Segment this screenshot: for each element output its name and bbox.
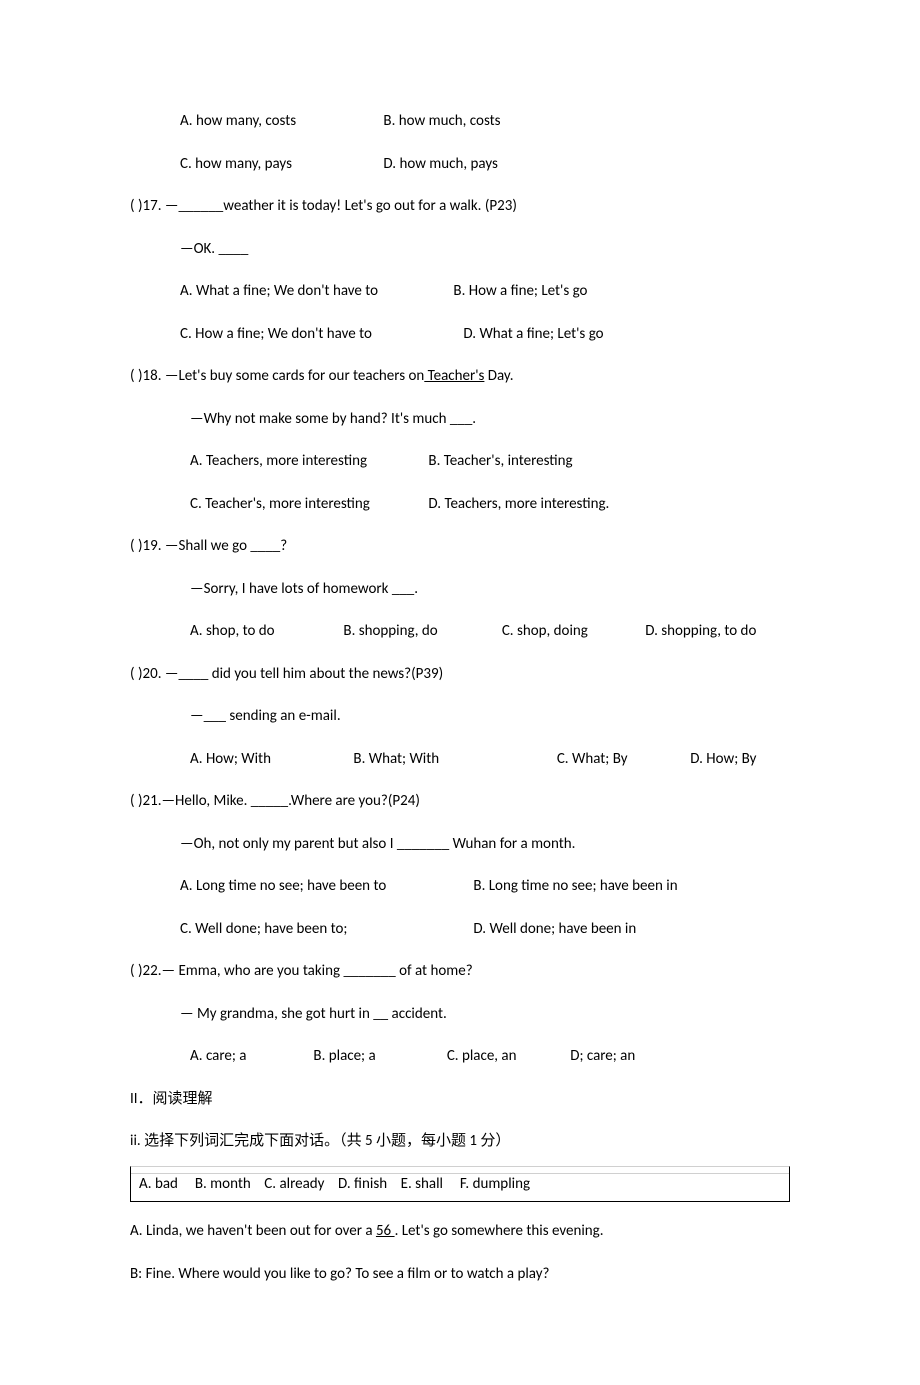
q21-opt-c: C. Well done; have been to;: [180, 918, 470, 941]
q22-opt-d: D; care; an: [570, 1045, 635, 1068]
q21-opt-d: D. Well done; have been in: [473, 918, 636, 941]
q20-options-row: A. How; With B. What; With C. What; By D…: [130, 748, 790, 771]
q17-options-row2: C. How a fine; We don't have to D. What …: [130, 323, 790, 346]
q22-stem: ( )22.— Emma, who are you taking _______…: [130, 960, 790, 983]
q20-opt-a: A. How; With: [190, 748, 350, 771]
q21-stem: ( )21.—Hello, Mike. _____.Where are you?…: [130, 790, 790, 813]
q17-opt-d: D. What a fine; Let's go: [463, 323, 603, 346]
dialog-a-blank: 56: [376, 1222, 395, 1240]
q21-options-row1: A. Long time no see; have been to B. Lon…: [130, 875, 790, 898]
q21-opt-a: A. Long time no see; have been to: [180, 875, 470, 898]
q18-opt-c: C. Teacher's, more interesting: [190, 493, 425, 516]
q21-options-row2: C. Well done; have been to; D. Well done…: [130, 918, 790, 941]
q22-line2: — My grandma, she got hurt in __ acciden…: [130, 1003, 790, 1026]
q22-opt-a: A. care; a: [190, 1045, 310, 1068]
q17-opt-a: A. What a fine; We don't have to: [180, 280, 450, 303]
q18-stem-post: Day.: [484, 367, 513, 385]
q17-opt-c: C. How a fine; We don't have to: [180, 323, 460, 346]
q16-opt-c: C. how many, pays: [180, 153, 380, 176]
q22-opt-b: B. place; a: [313, 1045, 443, 1068]
q21-line2: —Oh, not only my parent but also I _____…: [130, 833, 790, 856]
q18-opt-b: B. Teacher's, interesting: [428, 450, 572, 473]
q19-stem: ( )19. —Shall we go ____?: [130, 535, 790, 558]
q19-opt-b: B. shopping, do: [343, 620, 498, 643]
q18-stem-pre: ( )18. —Let's buy some cards for our tea…: [130, 367, 424, 385]
q21-opt-b: B. Long time no see; have been in: [473, 875, 677, 898]
q20-opt-d: D. How; By: [690, 748, 756, 771]
q17-opt-b: B. How a fine; Let's go: [453, 280, 587, 303]
q20-stem: ( )20. —____ did you tell him about the …: [130, 663, 790, 686]
wordbank-text: A. bad B. month C. already D. finish E. …: [139, 1175, 530, 1193]
q18-opt-d: D. Teachers, more interesting.: [428, 493, 609, 516]
section-ii-title: II．阅读理解: [130, 1088, 790, 1111]
dialog-line-a: A. Linda, we haven't been out for over a…: [130, 1220, 790, 1243]
q19-options-row: A. shop, to do B. shopping, do C. shop, …: [130, 620, 790, 643]
q20-line2: —___ sending an e-mail.: [130, 705, 790, 728]
q20-opt-b: B. What; With: [353, 748, 553, 771]
q16-opt-d: D. how much, pays: [383, 153, 497, 176]
q18-opt-a: A. Teachers, more interesting: [190, 450, 425, 473]
q19-line2: —Sorry, I have lots of homework ___.: [130, 578, 790, 601]
q20-opt-c: C. What; By: [557, 748, 687, 771]
wordbank-box: A. bad B. month C. already D. finish E. …: [130, 1166, 790, 1203]
q16-opt-a: A. how many, costs: [180, 110, 380, 133]
dialog-a-post: . Let's go somewhere this evening.: [395, 1222, 604, 1240]
q18-stem: ( )18. —Let's buy some cards for our tea…: [130, 365, 790, 388]
q17-line2: —OK. ____: [130, 238, 790, 261]
dialog-a-pre: A. Linda, we haven't been out for over a: [130, 1222, 376, 1240]
q18-options-row1: A. Teachers, more interesting B. Teacher…: [130, 450, 790, 473]
q17-options-row1: A. What a fine; We don't have to B. How …: [130, 280, 790, 303]
q19-opt-a: A. shop, to do: [190, 620, 340, 643]
q16-options-row1: A. how many, costs B. how much, costs: [130, 110, 790, 133]
q18-stem-underline: Teacher's: [424, 367, 484, 385]
q22-options-row: A. care; a B. place; a C. place, an D; c…: [130, 1045, 790, 1068]
dialog-line-b: B: Fine. Where would you like to go? To …: [130, 1263, 790, 1286]
q18-line2: —Why not make some by hand? It's much __…: [130, 408, 790, 431]
q16-opt-b: B. how much, costs: [383, 110, 500, 133]
q18-options-row2: C. Teacher's, more interesting D. Teache…: [130, 493, 790, 516]
q22-opt-c: C. place, an: [447, 1045, 567, 1068]
q17-stem: ( )17. —______weather it is today! Let's…: [130, 195, 790, 218]
q16-options-row2: C. how many, pays D. how much, pays: [130, 153, 790, 176]
section-ii-sub: ii. 选择下列词汇完成下面对话。（共 5 小题，每小题 1 分）: [130, 1130, 790, 1153]
q19-opt-d: D. shopping, to do: [645, 620, 756, 643]
q19-opt-c: C. shop, doing: [502, 620, 642, 643]
